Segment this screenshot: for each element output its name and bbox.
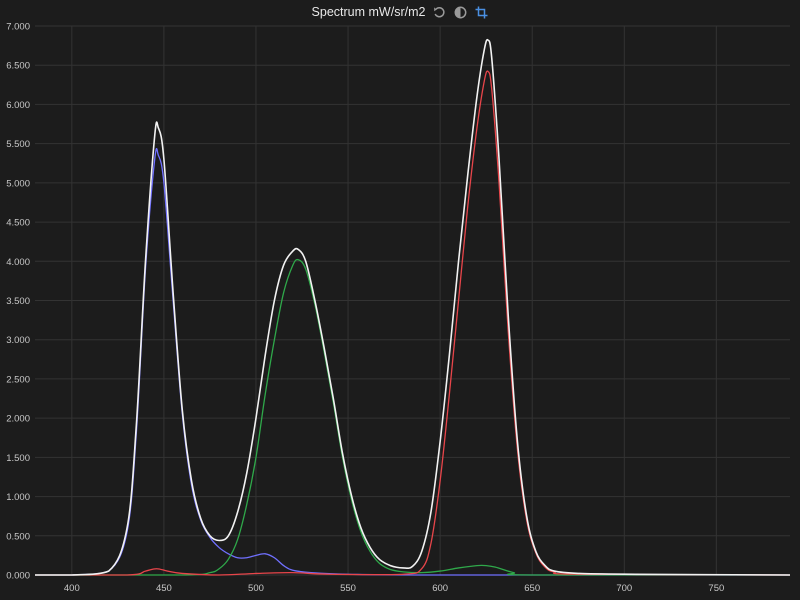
x-tick-label: 700 bbox=[616, 583, 632, 594]
y-tick-label: 7.000 bbox=[6, 22, 30, 33]
x-tick-label: 650 bbox=[524, 583, 540, 594]
x-tick-label: 550 bbox=[340, 583, 356, 594]
y-tick-label: 1.000 bbox=[6, 492, 30, 503]
contrast-icon[interactable] bbox=[453, 5, 467, 19]
y-tick-label: 5.000 bbox=[6, 178, 30, 189]
y-tick-label: 2.500 bbox=[6, 374, 30, 385]
chart-header: Spectrum mW/sr/m2 bbox=[0, 0, 800, 24]
series-line-red bbox=[35, 70, 791, 576]
y-tick-label: 1.500 bbox=[6, 453, 30, 464]
y-tick-label: 2.000 bbox=[6, 414, 30, 425]
reset-icon[interactable] bbox=[432, 5, 446, 19]
crop-icon[interactable] bbox=[474, 5, 488, 19]
series-line-total bbox=[35, 38, 791, 576]
x-tick-label: 400 bbox=[64, 583, 80, 594]
chart-title: Spectrum mW/sr/m2 bbox=[311, 5, 426, 19]
x-tick-label: 600 bbox=[432, 583, 448, 594]
x-tick-label: 750 bbox=[708, 583, 724, 594]
y-axis-ticks: 0.000 0.500 1.000 1.500 2.000 2.500 3.000 3.500… bbox=[6, 22, 30, 582]
chart-grid bbox=[35, 25, 790, 576]
y-tick-label: 6.500 bbox=[6, 61, 30, 72]
series-line-green bbox=[35, 258, 790, 576]
x-axis-ticks: 400 450 500 550 600 650 700 750 bbox=[64, 583, 724, 594]
x-tick-label: 500 bbox=[248, 583, 264, 594]
x-tick-label: 450 bbox=[156, 583, 172, 594]
y-tick-label: 5.500 bbox=[6, 139, 30, 150]
y-tick-label: 0.000 bbox=[6, 571, 30, 582]
chart-series bbox=[35, 38, 791, 576]
y-tick-label: 4.000 bbox=[6, 257, 30, 268]
y-tick-label: 3.000 bbox=[6, 335, 30, 346]
y-tick-label: 0.500 bbox=[6, 531, 30, 542]
y-tick-label: 3.500 bbox=[6, 296, 30, 307]
y-tick-label: 6.000 bbox=[6, 100, 30, 111]
y-tick-label: 4.500 bbox=[6, 218, 30, 229]
